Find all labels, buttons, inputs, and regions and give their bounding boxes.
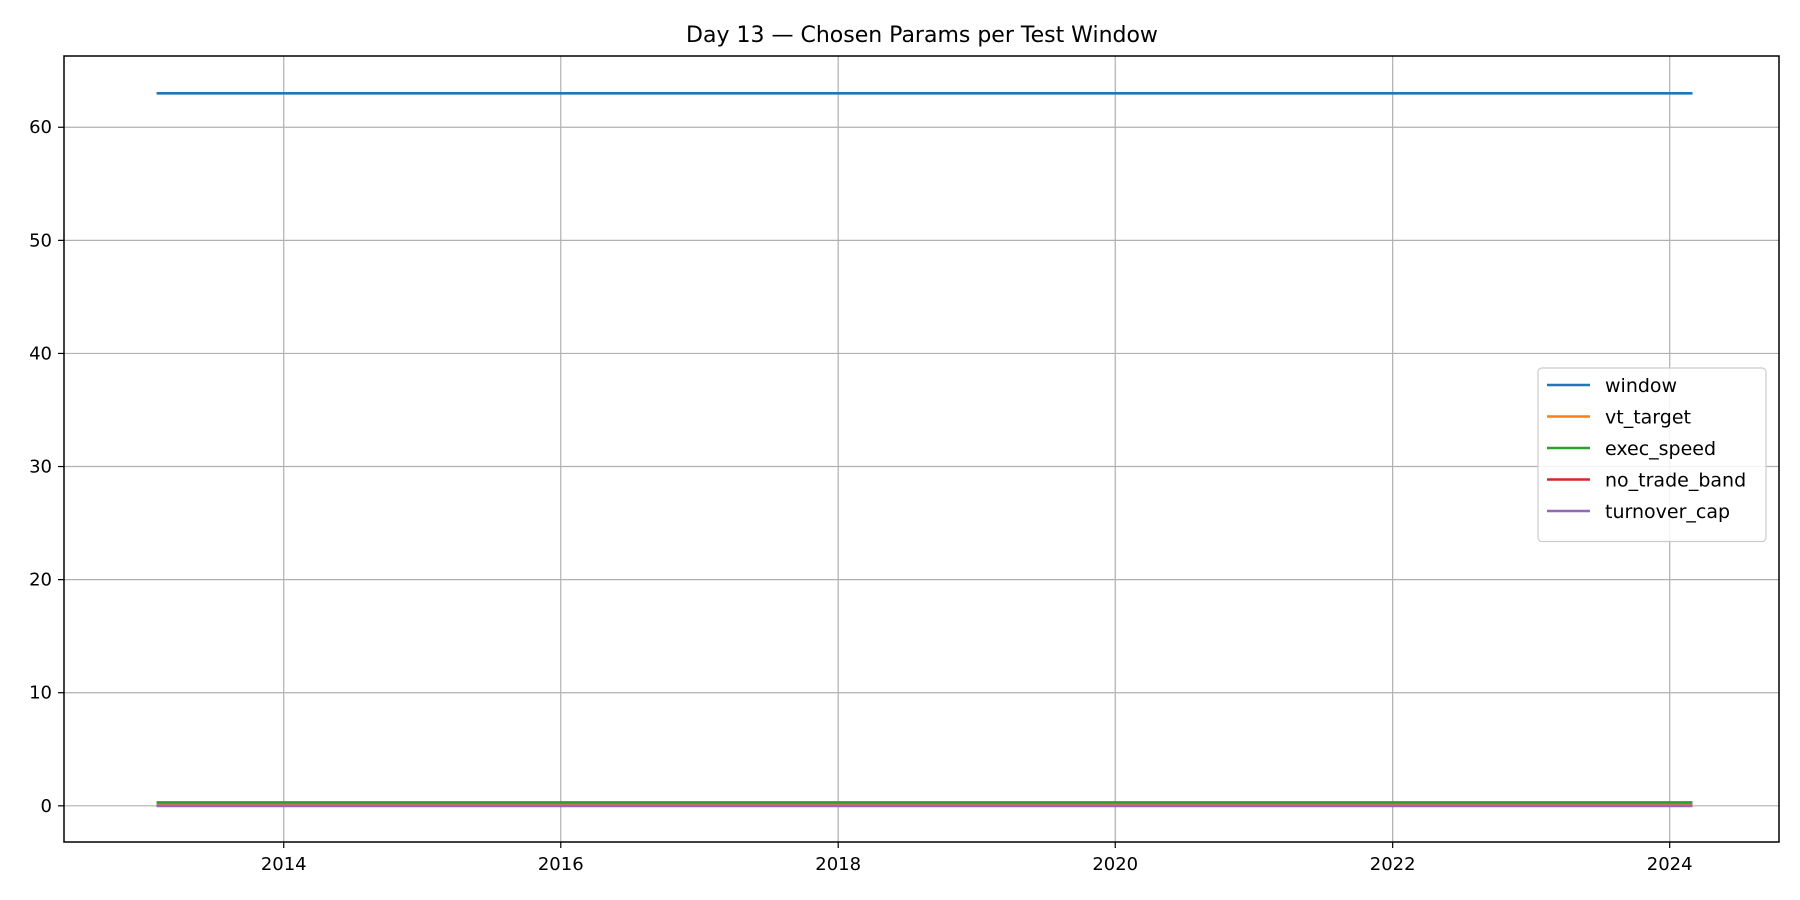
x-tick-label: 2014 <box>261 854 307 875</box>
axis-ticks: 2014 2016 2018 2020 2022 2024 0 10 20 30 40 50 60 <box>29 117 1693 875</box>
y-tick-label: 20 <box>29 570 52 591</box>
legend-label: exec_speed <box>1605 438 1716 460</box>
legend-label: vt_target <box>1605 407 1691 429</box>
legend-box <box>1537 367 1767 543</box>
y-tick-label: 60 <box>29 117 52 138</box>
x-tick-label: 2024 <box>1647 854 1693 875</box>
legend-label: window <box>1605 375 1677 397</box>
y-tick-label: 0 <box>41 796 52 817</box>
legend: window vt_target exec_speed no_trade_bandtu… <box>1537 367 1767 543</box>
y-tick-label: 10 <box>29 683 52 704</box>
legend-label: no_trade_band <box>1605 470 1746 492</box>
y-tick-label: 50 <box>29 230 52 251</box>
y-tick-label: 30 <box>29 457 52 478</box>
x-tick-label: 2022 <box>1370 854 1416 875</box>
x-tick-label: 2016 <box>538 854 584 875</box>
x-tick-label: 2018 <box>815 854 861 875</box>
x-tick-label: 2020 <box>1092 854 1138 875</box>
legend-label: turnover_cap <box>1605 501 1730 523</box>
plot-area-frame <box>63 55 1780 843</box>
y-tick-label: 40 <box>29 343 52 364</box>
series-lines <box>156 92 1693 808</box>
chart-title: Day 13 — Chosen Params per Test Window <box>686 23 1158 48</box>
